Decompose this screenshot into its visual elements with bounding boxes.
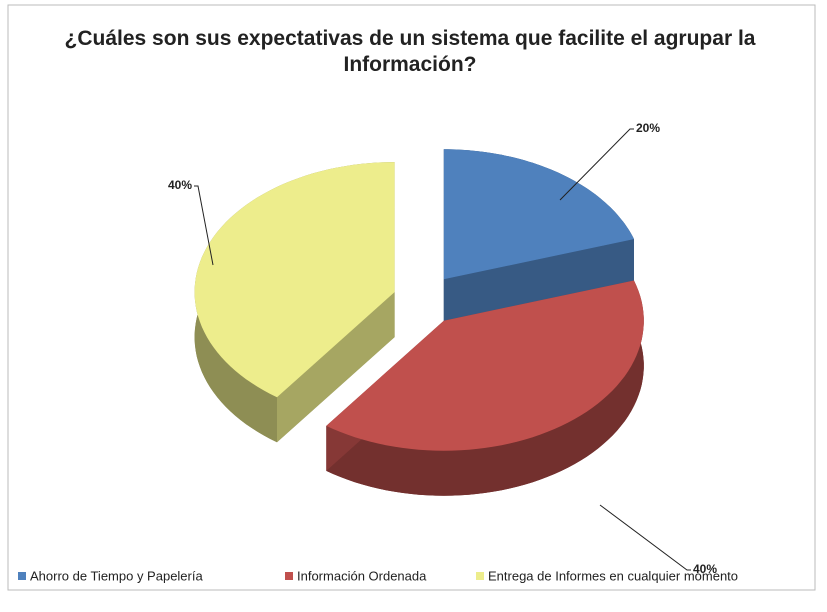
legend-label: Ahorro de Tiempo y Papelería <box>30 568 203 583</box>
data-label: 40% <box>693 562 717 576</box>
leader-line <box>194 185 214 266</box>
legend-label: Información Ordenada <box>297 568 427 583</box>
chart-title: ¿Cuáles son sus expectativas de un siste… <box>64 27 756 76</box>
slice-side <box>443 239 634 325</box>
slice <box>443 149 634 280</box>
legend-swatch <box>18 572 26 580</box>
slice <box>326 280 644 451</box>
slice-side <box>277 292 395 443</box>
data-label: 40% <box>168 178 192 192</box>
legend-swatch <box>476 572 484 580</box>
slice <box>194 162 395 398</box>
legend-swatch <box>285 572 293 580</box>
chart-border <box>7 4 816 591</box>
leader-line <box>559 128 634 201</box>
data-label: 20% <box>636 121 660 135</box>
legend-label: Entrega de Informes en cualquier momento <box>488 568 738 583</box>
leader-line <box>599 504 691 571</box>
slice-side <box>326 280 644 496</box>
